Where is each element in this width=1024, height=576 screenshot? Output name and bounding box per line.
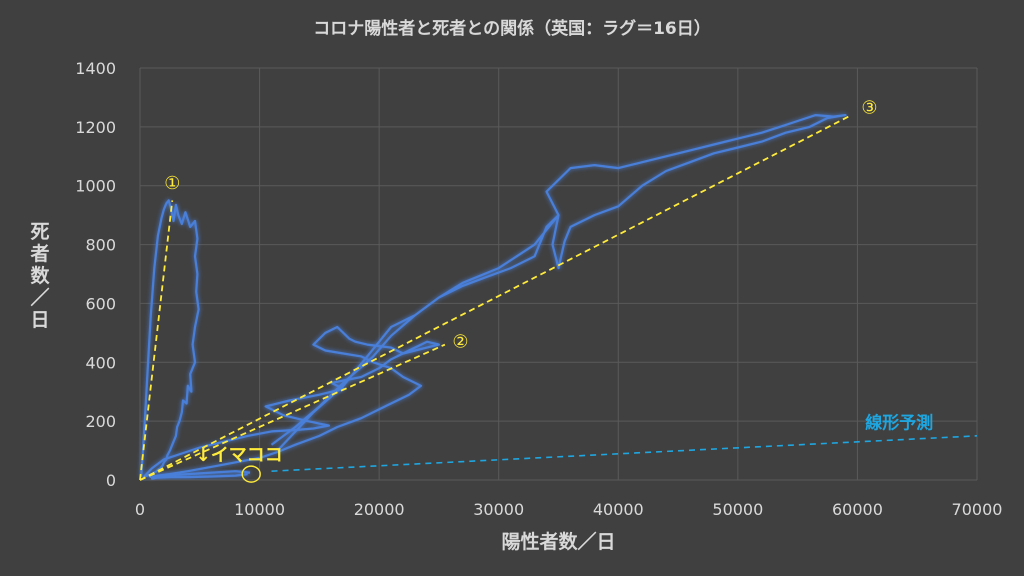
x-tick-label: 70000 (952, 500, 1003, 519)
x-tick-label: 0 (135, 500, 145, 519)
guide-line-1 (139, 200, 174, 481)
y-tick-label: 1000 (75, 177, 116, 196)
guide-line-2 (139, 343, 446, 481)
guide-line-3 (139, 114, 852, 481)
series-line-4 (150, 470, 251, 480)
y-tick-label: 600 (85, 294, 116, 313)
y-tick-label: 200 (85, 412, 116, 431)
current-point-marker (241, 465, 261, 483)
y-axis-label-char: ／ (30, 286, 49, 309)
y-axis-label-char: 者 (30, 243, 49, 265)
y-axis-label-group: 死者数／日 (30, 221, 50, 331)
chart-title: コロナ陽性者と死者との関係（英国：ラグ＝16日） (313, 19, 711, 39)
series-line-2 (142, 325, 440, 479)
y-tick-label: 1400 (75, 59, 116, 78)
current-point-note: ↓イマココ (196, 445, 283, 466)
y-axis-label-char: 日 (30, 309, 49, 331)
series-line-1 (140, 199, 200, 479)
marker-3-label: ③ (861, 98, 877, 119)
x-tick-label: 10000 (234, 500, 285, 519)
x-axis-label: 陽性者数／日 (501, 530, 615, 553)
y-tick-label: 0 (106, 471, 116, 490)
x-tick-label: 30000 (473, 500, 524, 519)
y-tick-label: 400 (85, 353, 116, 372)
x-tick-label: 60000 (832, 500, 883, 519)
forecast-note: 線形予測 (865, 413, 933, 434)
y-tick-label: 800 (85, 236, 116, 255)
y-axis-label-char: 死 (30, 221, 49, 243)
forecast-line (271, 435, 978, 472)
y-tick-label: 1200 (75, 118, 116, 137)
marker-1-label: ① (164, 173, 180, 194)
x-tick-label: 50000 (712, 500, 763, 519)
x-tick-label: 40000 (593, 500, 644, 519)
y-axis-label-char: 数 (30, 264, 50, 287)
x-tick-label: 20000 (354, 500, 405, 519)
marker-2-label: ② (452, 332, 468, 353)
series-line-3 (270, 113, 847, 452)
